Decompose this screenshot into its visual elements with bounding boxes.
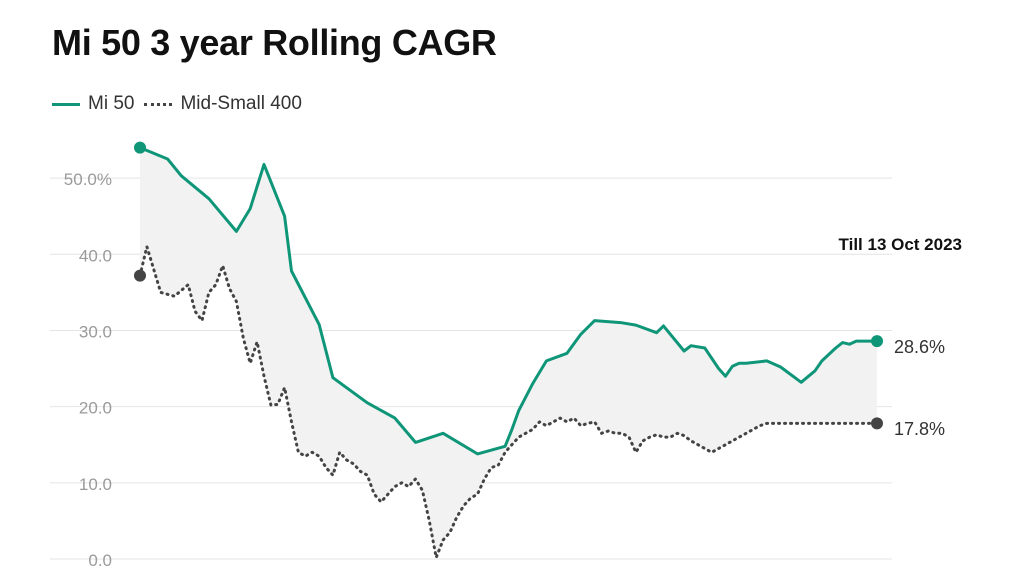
y-tick-label: 20.0 xyxy=(79,399,112,418)
end-marker-1 xyxy=(871,417,883,430)
legend-swatch-dotted xyxy=(144,102,173,106)
y-tick-label: 50.0% xyxy=(64,170,112,189)
y-tick-labels: 0.0 10.0 20.0 30.0 40.0 50.0% xyxy=(64,170,112,570)
legend-swatch-solid xyxy=(52,102,80,106)
legend-label-midsmall400: Mid-Small 400 xyxy=(180,93,302,114)
legend-label-mi50: Mi 50 xyxy=(88,93,135,114)
chart-legend: Mi 50 Mid-Small 400 xyxy=(52,93,302,115)
series-line-mi50 xyxy=(138,146,879,456)
start-marker-0 xyxy=(134,141,146,154)
y-tick-label: 10.0 xyxy=(79,475,112,494)
chart-title: Mi 50 3 year Rolling CAGR xyxy=(52,22,497,63)
y-tick-label: 40.0 xyxy=(79,246,112,265)
series-line-midsmall400 xyxy=(138,245,879,559)
legend-item-midsmall400: Mid-Small 400 xyxy=(144,93,302,115)
start-marker-1 xyxy=(134,269,146,282)
legend-item-mi50: Mi 50 xyxy=(52,93,134,115)
end-value-label-midsmall400: 17.8% xyxy=(894,419,945,439)
date-annotation: Till 13 Oct 2023 xyxy=(839,235,962,254)
fill-between-area xyxy=(140,147,877,558)
end-value-label-mi50: 28.6% xyxy=(894,337,945,357)
end-marker-0 xyxy=(871,335,883,348)
y-tick-label: 30.0 xyxy=(79,322,112,341)
endpoint-markers xyxy=(134,141,883,430)
y-tick-label: 0.0 xyxy=(88,551,112,570)
